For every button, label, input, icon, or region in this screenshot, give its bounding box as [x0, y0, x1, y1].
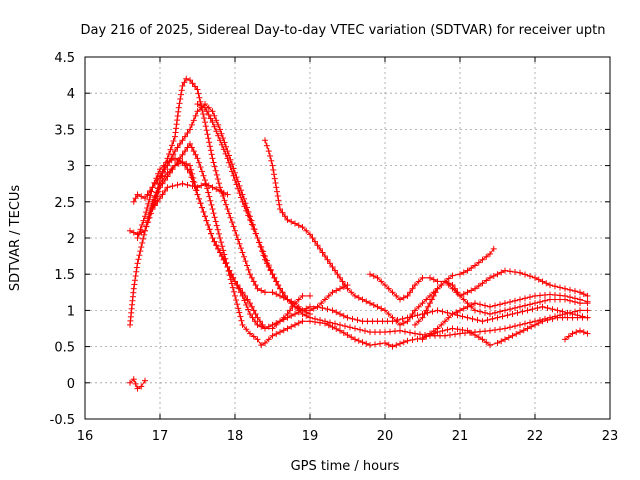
series-arc-12 — [419, 291, 591, 343]
y-tick-label: 0 — [67, 377, 75, 392]
x-axis-title: GPS time / hours — [291, 459, 400, 474]
chart-title: Day 216 of 2025, Sidereal Day-to-day VTE… — [81, 23, 606, 38]
x-tick-label: 20 — [377, 429, 394, 444]
y-tick-label: 3.5 — [54, 123, 75, 138]
y-tick-label: 1 — [67, 304, 75, 319]
x-tick-label: 18 — [227, 429, 244, 444]
grid-lines — [85, 57, 610, 419]
y-tick-label: 4 — [67, 87, 75, 102]
y-tick-label: 0.5 — [54, 341, 75, 356]
y-axis-title: SDTVAR / TECUs — [8, 185, 23, 292]
y-tick-label: -0.5 — [50, 413, 75, 428]
plot-frame — [84, 56, 611, 420]
y-tick-label: 1.5 — [54, 268, 75, 283]
series-arc-7 — [149, 180, 231, 213]
y-tick-label: 4.5 — [54, 51, 75, 66]
x-tick-label: 21 — [452, 429, 469, 444]
x-tick-label: 22 — [527, 429, 544, 444]
series-arc-5 — [134, 155, 313, 332]
y-tick-label: 2 — [67, 232, 75, 247]
data-series-layer — [127, 75, 591, 392]
y-tick-labels: -0.5 0 0.5 1 1.5 2 2.5 3 3.5 4 4.5 — [50, 51, 75, 428]
series-arc-1 — [127, 376, 148, 392]
series-arc-13 — [562, 327, 591, 343]
series-trace — [264, 140, 495, 326]
x-tick-label: 16 — [77, 429, 94, 444]
series-arc-11 — [412, 267, 591, 328]
x-tick-label: 23 — [602, 429, 619, 444]
series-arc-9 — [262, 137, 497, 328]
series-trace — [133, 103, 588, 337]
series-arc-10 — [367, 271, 591, 318]
series-arc-8 — [194, 101, 351, 314]
series-arc-4 — [130, 101, 591, 339]
series-arc-2 — [127, 158, 591, 332]
x-tick-labels: 16 17 18 19 20 21 22 23 — [77, 429, 619, 444]
series-trace — [197, 103, 348, 311]
x-tick-label: 17 — [152, 429, 169, 444]
y-tick-label: 3 — [67, 160, 75, 175]
y-tick-label: 2.5 — [54, 196, 75, 211]
x-tick-label: 19 — [302, 429, 319, 444]
